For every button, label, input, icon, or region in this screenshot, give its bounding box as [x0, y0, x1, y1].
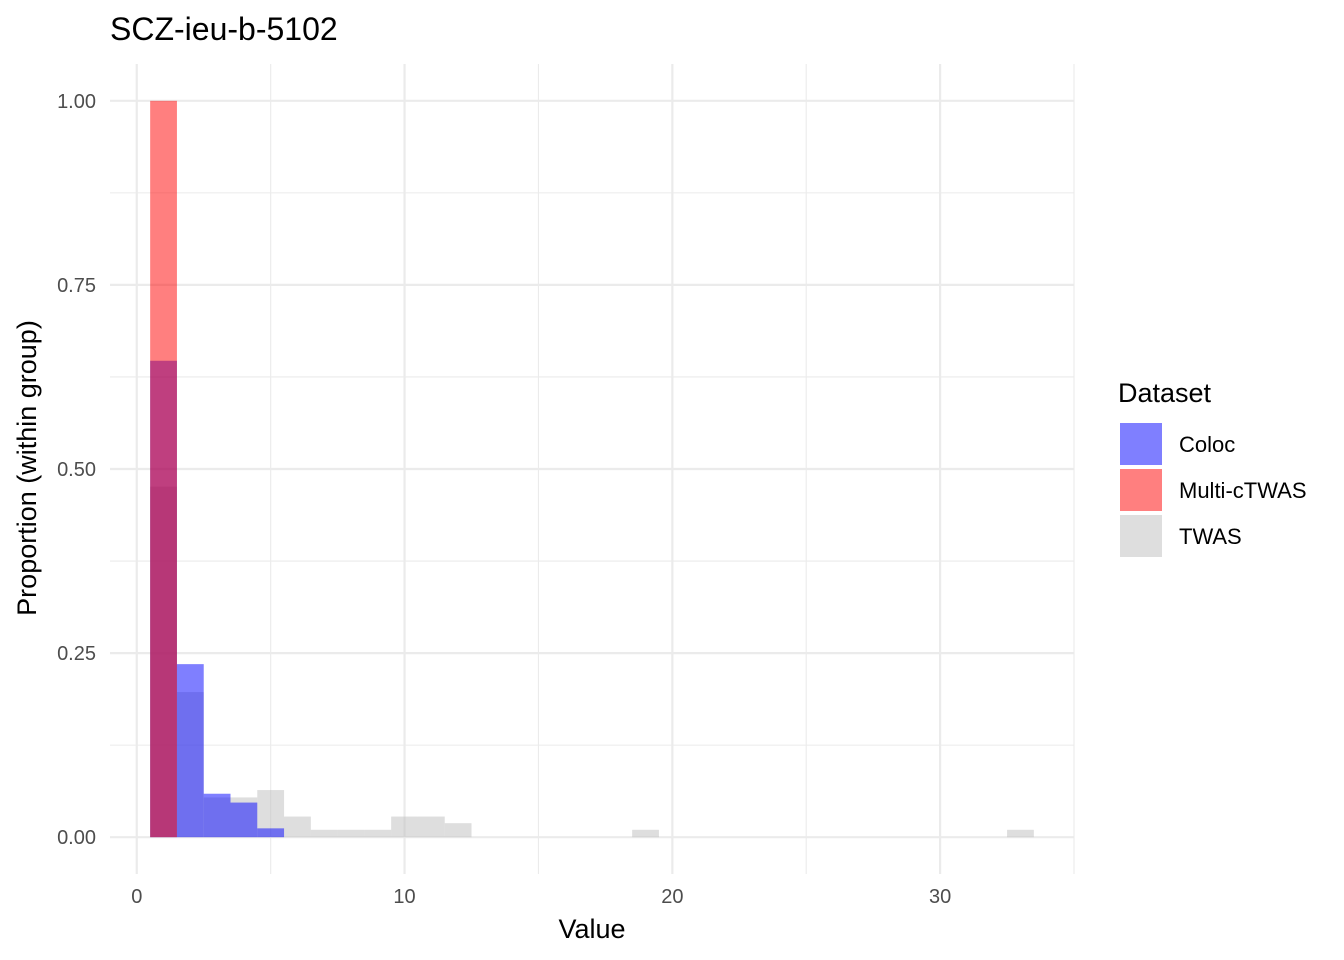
x-tick-label: 0 [131, 886, 142, 908]
y-tick-label: 1.00 [57, 91, 96, 113]
legend-key-multi-ctwas [1120, 469, 1162, 511]
y-tick-label: 0.25 [57, 643, 96, 665]
legend-key-twas [1120, 515, 1162, 557]
bar-twas [632, 829, 659, 838]
bar-twas [310, 829, 338, 838]
y-axis-title: Proportion (within group) [12, 320, 42, 616]
bar-twas [364, 829, 392, 838]
x-tick-label: 20 [661, 886, 683, 908]
legend-title: Dataset [1118, 378, 1212, 408]
legend-label: Coloc [1179, 432, 1235, 457]
y-tick-label: 0.75 [57, 275, 96, 297]
bar-twas [1007, 829, 1034, 838]
legend-key-coloc [1120, 423, 1162, 465]
legend: Dataset Coloc Multi-cTWAS TWAS [1118, 378, 1307, 558]
legend-label: TWAS [1179, 524, 1242, 549]
chart-title: SCZ-ieu-b-5102 [110, 11, 338, 47]
legend-label: Multi-cTWAS [1179, 478, 1307, 503]
major-gridlines [110, 64, 1074, 874]
y-tick-label: 0.50 [57, 459, 96, 481]
bar-twas [444, 823, 472, 838]
y-tick-label: 0.00 [57, 827, 96, 849]
bar-coloc [257, 828, 285, 838]
x-tick-label: 10 [393, 886, 415, 908]
bar-coloc [230, 802, 258, 838]
x-axis-ticks: 0 10 20 30 [131, 886, 951, 908]
bar-coloc [176, 664, 204, 838]
x-axis-title: Value [558, 914, 625, 944]
bar-twas [417, 816, 445, 838]
bar-coloc [203, 793, 231, 838]
bar-twas [391, 816, 418, 838]
bar-twas [284, 816, 311, 838]
histogram-bars [150, 100, 1034, 838]
bar-twas [337, 829, 365, 838]
minor-gridlines [110, 64, 1075, 874]
bar-multi-ctwas [150, 100, 177, 838]
x-tick-label: 30 [929, 886, 951, 908]
y-axis-ticks: 0.00 0.25 0.50 0.75 1.00 [57, 91, 96, 849]
